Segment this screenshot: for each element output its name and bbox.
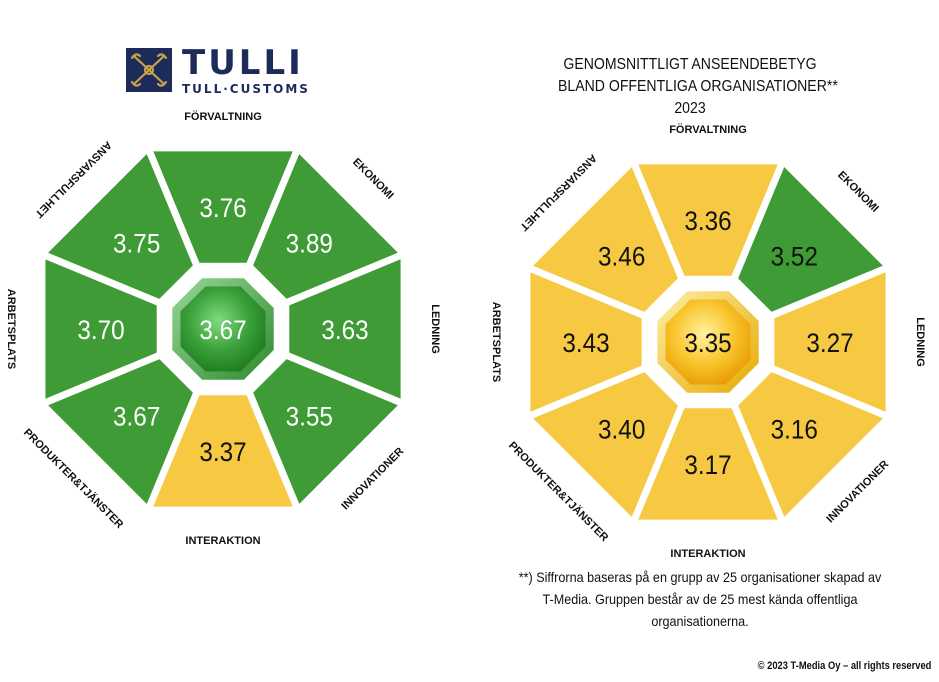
- segment-label-arbetsplats: ARBETSPLATS: [5, 289, 17, 369]
- tulli-emblem-icon: [126, 48, 172, 92]
- footnote-line-2: T-Media. Gruppen består av de 25 mest kä…: [542, 591, 858, 607]
- logo-subtitle: TULL·CUSTOMS: [182, 82, 310, 96]
- center-value: 3.35: [684, 329, 731, 358]
- segment-value: 3.43: [562, 329, 609, 358]
- octagon-chart-tulli: 3.76 FÖRVALTNING 3.89 EKONOMI 3.63 LEDNING 3.5…: [5, 110, 441, 547]
- segment-value: 3.17: [684, 451, 731, 480]
- segment-value: 3.55: [286, 402, 333, 431]
- segment-label-ledning: LEDNING: [914, 317, 926, 367]
- heading-line-3: 2023: [674, 100, 706, 117]
- segment-value: 3.89: [286, 230, 333, 259]
- segment-value: 3.16: [771, 415, 818, 444]
- segment-value: 3.52: [771, 243, 818, 272]
- segment-value: 3.75: [113, 230, 160, 259]
- center-gem: [180, 286, 266, 372]
- segment-value: 3.76: [199, 194, 246, 223]
- segment-value: 3.70: [77, 316, 124, 345]
- segment-ansvarsfullhet: [35, 141, 202, 308]
- segment-label-ekonomi: EKONOMI: [835, 169, 881, 215]
- heading-line-2: BLAND OFFENTLIGA ORGANISATIONER**: [558, 78, 838, 95]
- segment-ansvarsfullhet: [520, 154, 687, 321]
- footnote: **) Siffrorna baseras på en grupp av 25 …: [511, 566, 889, 632]
- chart-heading: GENOMSNITTLIGT ANSEENDEBETYG BLAND OFFEN…: [558, 54, 838, 120]
- segment-value: 3.27: [806, 329, 853, 358]
- segment-label-arbetsplats: ARBETSPLATS: [490, 302, 502, 382]
- segment-label-ledning: LEDNING: [429, 304, 441, 354]
- segment-value: 3.40: [598, 415, 645, 444]
- center-gem: [665, 299, 751, 385]
- footnote-line-3: organisationerna.: [651, 613, 749, 629]
- segment-value: 3.46: [598, 243, 645, 272]
- segment-value: 3.63: [321, 316, 368, 345]
- segment-value: 3.67: [113, 402, 160, 431]
- segment-value: 3.37: [199, 438, 246, 467]
- center-value: 3.67: [199, 316, 246, 345]
- logo: TULLI TULL·CUSTOMS: [182, 46, 310, 96]
- segment-label-interaktion: INTERAKTION: [185, 535, 260, 547]
- segment-label-forvaltning: FÖRVALTNING: [184, 110, 262, 123]
- segment-label-forvaltning: FÖRVALTNING: [669, 123, 747, 136]
- heading-line-1: GENOMSNITTLIGT ANSEENDEBETYG: [563, 56, 817, 73]
- octagon-chart-average: 3.36 FÖRVALTNING 3.52 EKONOMI 3.27 LEDNING 3.1…: [490, 123, 926, 560]
- segment-label-ekonomi: EKONOMI: [350, 156, 396, 202]
- logo-name: TULLI: [182, 43, 304, 83]
- footnote-line-1: **) Siffrorna baseras på en grupp av 25 …: [518, 569, 882, 585]
- segment-label-interaktion: INTERAKTION: [670, 548, 745, 560]
- segment-value: 3.36: [684, 207, 731, 236]
- copyright: © 2023 T-Media Oy – all rights reserved: [757, 660, 931, 672]
